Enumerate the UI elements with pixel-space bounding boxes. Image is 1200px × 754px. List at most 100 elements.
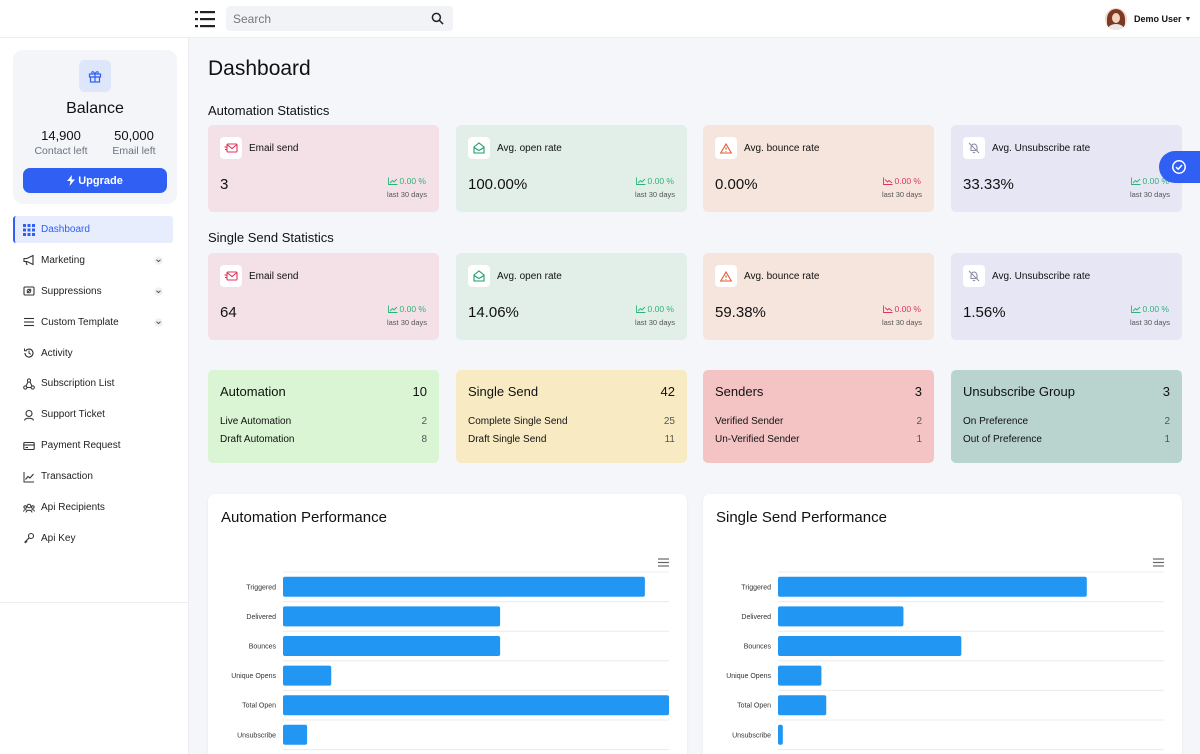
stat-trend: 0.00 %	[1130, 304, 1169, 314]
stat-value: 0.00%	[715, 176, 758, 193]
category-label: Unique Opens	[726, 673, 771, 680]
summary-row: Verified Sender 2	[715, 416, 922, 427]
sidebar-item-label: Transaction	[41, 471, 93, 483]
grid-icon	[23, 223, 35, 236]
sidebar-item-marketing[interactable]: Marketing	[13, 247, 173, 274]
sidebar-item-custom-template[interactable]: Custom Template	[13, 309, 173, 336]
avatar	[1105, 8, 1127, 30]
stat-label: Avg. Unsubscribe rate	[992, 271, 1091, 282]
contacts-stat: 14,900 Contact left	[23, 128, 99, 157]
emails-value: 50,000	[114, 128, 154, 143]
category-label: Bounces	[744, 644, 772, 651]
trend-up-icon	[635, 177, 646, 185]
sidebar-item-transaction[interactable]: Transaction	[13, 463, 173, 490]
stat-label: Email send	[249, 143, 299, 154]
sidebar-item-api-key[interactable]: Api Key	[13, 525, 173, 552]
user-menu[interactable]: Demo User ▼	[1105, 6, 1191, 32]
summary-row-label: Draft Automation	[220, 434, 295, 445]
list-icon	[24, 318, 34, 327]
stat-value: 1.56%	[963, 304, 1006, 321]
stat-value: 59.38%	[715, 304, 766, 321]
single-send-performance-card: Single Send Performance Triggered Deliver…	[703, 494, 1182, 754]
sidebar-item-api-recipients[interactable]: Api Recipients	[13, 494, 173, 521]
stat-trend: 0.00 %	[635, 304, 674, 314]
bar	[283, 724, 308, 745]
automation-performance-chart: Triggered Delivered Bounces Unique Opens Tot…	[231, 571, 669, 751]
sidebar-item-label: Dashboard	[41, 224, 90, 235]
sidebar-item-activity[interactable]: Activity	[13, 340, 173, 367]
category-label: Unique Opens	[231, 673, 276, 680]
bar	[778, 724, 783, 745]
megaphone-icon	[23, 255, 34, 266]
sidebar-item-payment-request[interactable]: Payment Request	[13, 432, 173, 459]
summary-row-value: 25	[663, 416, 675, 427]
caret-down-icon: ▼	[1184, 15, 1192, 23]
bar	[778, 576, 1087, 597]
bell-off-icon	[963, 137, 985, 159]
trend-up-icon	[387, 177, 398, 185]
floating-settings-button[interactable]	[1159, 151, 1200, 183]
sidebar-item-label: Activity	[41, 347, 73, 359]
search-input[interactable]	[226, 6, 416, 31]
summary-row: Live Automation 2	[220, 416, 427, 427]
search-icon[interactable]	[431, 12, 444, 25]
summary-row: Out of Preference 1	[963, 434, 1170, 445]
warning-icon	[715, 265, 737, 287]
trend-down-icon	[882, 177, 893, 185]
summary-row-label: Complete Single Send	[468, 416, 568, 427]
summary-title: Senders	[715, 384, 764, 399]
summary-count: 10	[412, 384, 427, 399]
bar	[778, 665, 822, 686]
upgrade-button[interactable]: Upgrade	[23, 168, 167, 193]
chart-menu-icon[interactable]	[1153, 558, 1164, 567]
user-name: Demo User	[1134, 14, 1182, 24]
chart-title: Automation Performance	[221, 509, 387, 526]
bar	[283, 636, 501, 656]
bar	[283, 665, 332, 686]
gift-icon	[79, 60, 111, 92]
balance-title: Balance	[66, 100, 124, 117]
summary-row: Complete Single Send 25	[468, 416, 675, 427]
summary-row-value: 2	[916, 416, 922, 427]
stat-trend-value: 0.00 %	[399, 176, 426, 186]
stat-label: Avg. Unsubscribe rate	[992, 143, 1091, 154]
category-label: Unsubscribe	[237, 732, 276, 739]
email-send-icon	[220, 265, 242, 287]
stat-card-unsubscribe-rate: Avg. Unsubscribe rate 1.56% 0.00 % last …	[951, 253, 1182, 340]
open-mail-icon	[468, 265, 490, 287]
single-section-title: Single Send Statistics	[208, 230, 334, 245]
category-label: Total Open	[737, 703, 771, 710]
summary-title: Automation	[220, 384, 286, 399]
menu-list-icon[interactable]	[195, 10, 215, 28]
sidebar-item-dashboard[interactable]: Dashboard	[13, 216, 173, 243]
stat-trend-value: 0.00 %	[894, 176, 921, 186]
summary-row: Un-Verified Sender 1	[715, 434, 922, 445]
chevron-down-icon	[154, 256, 163, 265]
stat-label: Avg. open rate	[497, 271, 562, 282]
sidebar-item-subscription-list[interactable]: Subscription List	[13, 370, 173, 397]
contacts-value: 14,900	[41, 128, 81, 143]
summary-row-value: 2	[1164, 416, 1170, 427]
trend-up-icon	[387, 305, 398, 313]
category-label: Triggered	[741, 584, 771, 591]
top-bar: Demo User ▼	[0, 0, 1200, 38]
stat-period: last 30 days	[634, 190, 675, 199]
summary-row-value: 8	[421, 434, 427, 445]
stat-trend: 0.00 %	[387, 304, 426, 314]
stat-period: last 30 days	[386, 190, 427, 199]
summary-card-unsubscribe-group[interactable]: Unsubscribe Group 3 On Preference 2 Out o…	[951, 370, 1182, 463]
summary-title: Single Send	[468, 384, 539, 399]
summary-card-single-send[interactable]: Single Send 42 Complete Single Send 25 Dr…	[456, 370, 687, 463]
chart-menu-icon[interactable]	[658, 558, 669, 567]
summary-card-senders[interactable]: Senders 3 Verified Sender 2 Un-Verified S…	[703, 370, 934, 463]
stat-period: last 30 days	[881, 318, 922, 327]
stat-value: 3	[220, 176, 229, 193]
sidebar-item-support-ticket[interactable]: Support Ticket	[13, 401, 173, 428]
sidebar-item-suppressions[interactable]: Suppressions	[13, 278, 173, 305]
sidebar-item-label: Custom Template	[41, 316, 119, 328]
stat-card-email-send: Email send 64 0.00 % last 30 days	[208, 253, 439, 340]
stat-trend: 0.00 %	[635, 176, 674, 186]
sidebar-item-label: Subscription List	[41, 378, 115, 390]
summary-card-automation[interactable]: Automation 10 Live Automation 2 Draft Aut…	[208, 370, 439, 463]
stat-card-bounce-rate: Avg. bounce rate 59.38% 0.00 % last 30 d…	[703, 253, 934, 340]
